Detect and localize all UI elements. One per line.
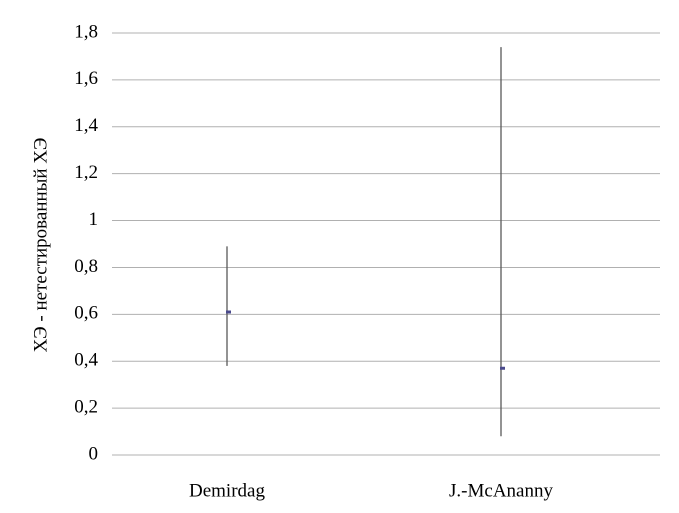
y-tick-label: 1,6 bbox=[74, 68, 98, 89]
y-tick-label: 0 bbox=[89, 443, 99, 464]
y-tick-label: 1,4 bbox=[74, 115, 98, 136]
y-tick-label: 0,4 bbox=[74, 350, 98, 371]
y-tick-label: 1 bbox=[89, 209, 99, 230]
y-axis-label: ХЭ - нетестированный ХЭ bbox=[30, 138, 51, 353]
y-tick-label: 0,2 bbox=[74, 396, 98, 417]
x-tick-label: J.-McAnanny bbox=[449, 480, 553, 501]
y-tick-label: 0,6 bbox=[74, 303, 98, 324]
y-tick-label: 1,2 bbox=[74, 162, 98, 183]
y-tick-label: 0,8 bbox=[74, 256, 98, 277]
y-tick-label: 1,8 bbox=[74, 21, 98, 42]
x-tick-label: Demirdag bbox=[189, 480, 265, 501]
